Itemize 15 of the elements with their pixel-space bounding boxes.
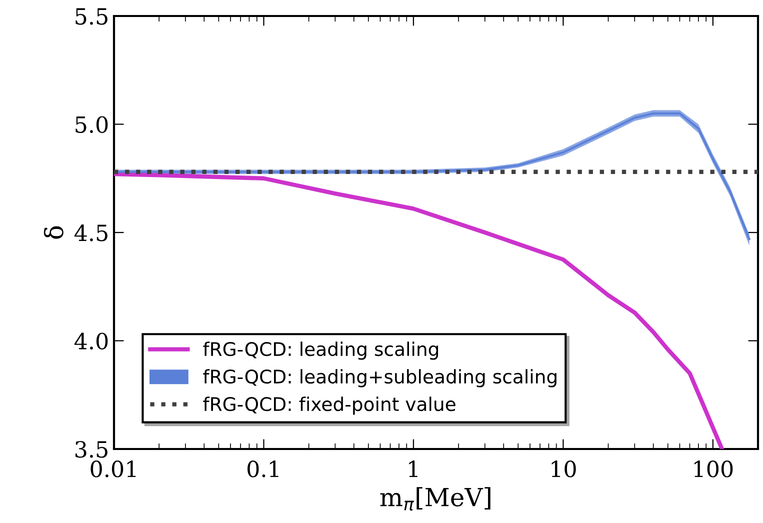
legend-label: fRG-QCD: leading+subleading scaling	[203, 369, 556, 388]
y-axis-title: δ	[44, 226, 64, 239]
x-axis-title: m$_{π}$[MeV]	[380, 487, 490, 511]
x-tick-label: 100	[694, 460, 733, 478]
x-tick-label: 0.1	[248, 460, 278, 478]
y-tick-label: 5.5	[76, 8, 108, 25]
y-tick-label: 4.0	[74, 332, 108, 350]
legend-label: fRG-QCD: fixed-point value	[203, 396, 456, 415]
y-tick-label: 5.0	[76, 116, 108, 134]
x-tick-label: 1	[409, 460, 418, 477]
y-tick-label: 3.5	[75, 440, 108, 458]
legend-label: fRG-QCD: leading scaling	[203, 342, 438, 360]
x-tick-label: 10	[552, 460, 576, 478]
y-tick-label: 4.5	[74, 224, 108, 242]
x-tick-label: 0.01	[90, 460, 136, 478]
